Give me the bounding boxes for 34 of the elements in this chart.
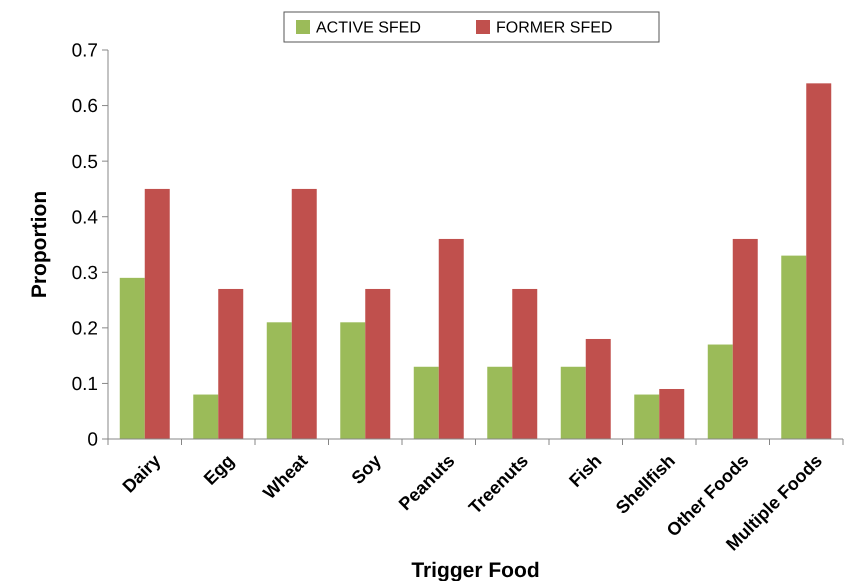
y-tick-label: 0.1 xyxy=(72,374,98,396)
bar xyxy=(120,278,145,439)
y-tick-label: 0.4 xyxy=(72,207,98,228)
bar xyxy=(414,366,439,439)
bar xyxy=(218,288,244,439)
bar xyxy=(266,322,292,439)
legend-label: FORMER SFED xyxy=(496,20,612,37)
bar xyxy=(512,288,538,439)
y-tick-label: 0.5 xyxy=(72,152,98,173)
bar xyxy=(781,256,806,439)
x-tick-label: Fish xyxy=(565,450,606,491)
y-tick-label: 0.6 xyxy=(72,96,98,118)
bar xyxy=(193,394,218,439)
x-tick-label: Egg xyxy=(200,450,238,489)
bar xyxy=(708,344,733,439)
bar xyxy=(586,338,611,439)
y-tick-label: 0.2 xyxy=(72,318,98,340)
bar xyxy=(659,388,684,439)
bar xyxy=(365,288,390,439)
bar xyxy=(732,238,758,439)
bar xyxy=(487,366,512,439)
x-tick-label: Soy xyxy=(348,450,385,488)
y-tick-label: 0 xyxy=(87,430,98,451)
bar xyxy=(634,394,660,439)
bar xyxy=(438,238,464,439)
bar xyxy=(144,188,170,439)
legend-label: ACTIVE SFED xyxy=(316,20,421,37)
bar xyxy=(340,322,366,439)
bar xyxy=(292,188,317,439)
bar xyxy=(560,366,586,439)
y-axis-title: Proportion xyxy=(28,190,51,298)
bar xyxy=(806,83,832,439)
y-tick-label: 0.7 xyxy=(72,40,98,62)
y-tick-label: 0.3 xyxy=(72,262,98,284)
